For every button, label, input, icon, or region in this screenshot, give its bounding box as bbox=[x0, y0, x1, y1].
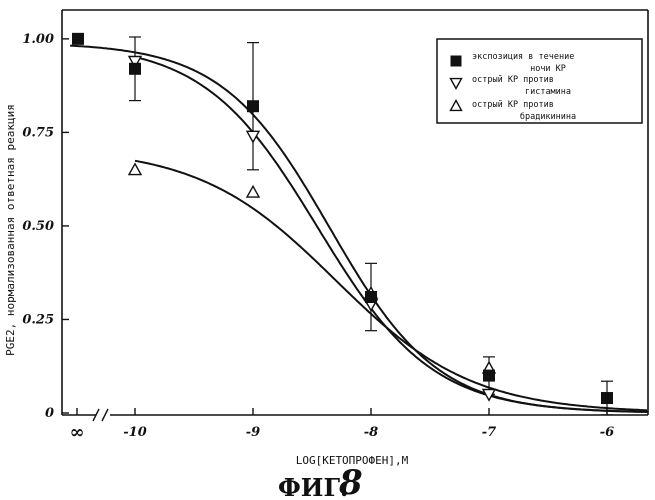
fit-curve-3 bbox=[135, 161, 647, 410]
x-tick-label-infinity: ∞ bbox=[70, 422, 85, 443]
y-tick-label: 1.00 bbox=[22, 32, 54, 47]
x-tick-label: -6 bbox=[600, 425, 614, 440]
legend-label-1-cont: ночи КР bbox=[530, 64, 566, 74]
data-point-series-3 bbox=[129, 164, 141, 175]
y-tick-label: 0.25 bbox=[22, 312, 54, 327]
x-tick-label: -8 bbox=[364, 425, 378, 440]
figure-caption: ФИГ. 8 bbox=[278, 463, 363, 500]
y-tick-label: 0.50 bbox=[22, 219, 54, 234]
legend-label-2: острый КР против bbox=[472, 75, 554, 85]
y-axis-label: PGE2, нормализованная ответная реакция bbox=[4, 104, 17, 356]
axis-break-mark bbox=[102, 409, 108, 421]
legend: экспозиция в течениеночи КРострый КР про… bbox=[437, 39, 642, 123]
caption-number: 8 bbox=[338, 463, 363, 500]
data-point-series-1 bbox=[129, 63, 141, 75]
data-point-series-1 bbox=[483, 370, 495, 382]
legend-label-3-cont: брадикинина bbox=[520, 111, 576, 122]
legend-label-3: острый КР против bbox=[472, 100, 554, 110]
legend-label-2-cont: гистамина bbox=[525, 87, 571, 97]
legend-label-1: экспозиция в течение bbox=[472, 52, 574, 62]
data-point-series-3 bbox=[247, 186, 259, 197]
x-tick-label: -7 bbox=[482, 425, 496, 440]
data-point-infinity bbox=[72, 33, 84, 45]
data-point-series-1 bbox=[601, 392, 613, 404]
x-tick-label: -9 bbox=[246, 425, 260, 440]
y-tick-label: 0.75 bbox=[22, 125, 54, 140]
data-point-series-1 bbox=[365, 291, 377, 303]
x-tick-label: -10 bbox=[123, 425, 147, 440]
y-tick-label: 0 bbox=[45, 406, 54, 421]
data-point-series-1 bbox=[247, 100, 259, 112]
legend-marker-1 bbox=[451, 56, 462, 67]
caption-prefix: ФИГ. bbox=[278, 473, 348, 500]
